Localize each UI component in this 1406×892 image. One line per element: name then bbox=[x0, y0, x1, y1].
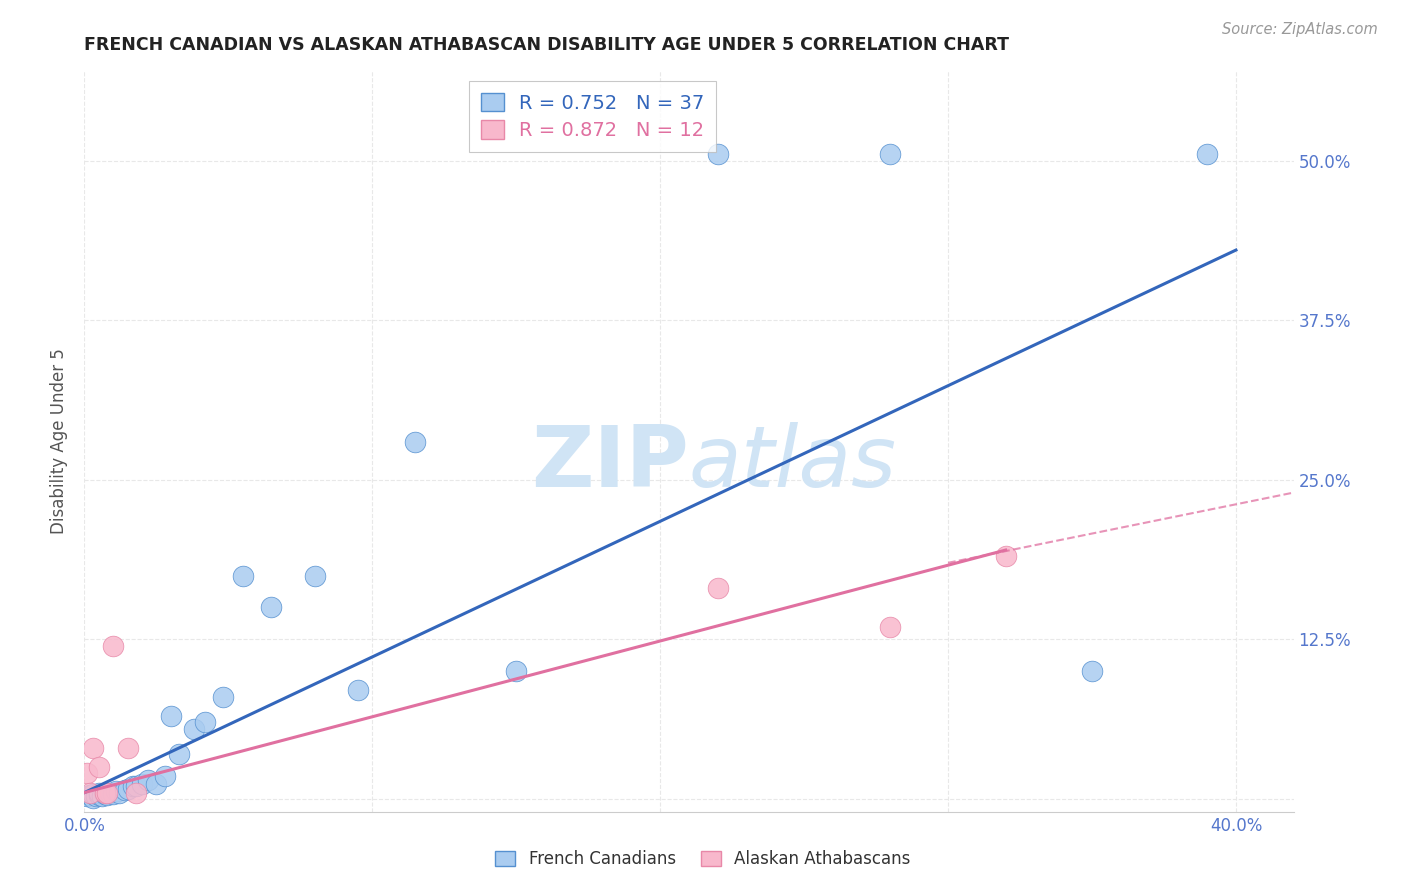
Point bbox=[879, 619, 901, 633]
Point bbox=[96, 786, 118, 800]
Text: Source: ZipAtlas.com: Source: ZipAtlas.com bbox=[1222, 22, 1378, 37]
Point bbox=[101, 787, 124, 801]
Text: FRENCH CANADIAN VS ALASKAN ATHABASCAN DISABILITY AGE UNDER 5 CORRELATION CHART: FRENCH CANADIAN VS ALASKAN ATHABASCAN DI… bbox=[84, 36, 1010, 54]
Point bbox=[105, 784, 128, 798]
Text: ZIP: ZIP bbox=[531, 422, 689, 505]
Point bbox=[87, 760, 110, 774]
Point bbox=[232, 568, 254, 582]
Point bbox=[82, 790, 104, 805]
Legend: French Canadians, Alaskan Athabascans: French Canadians, Alaskan Athabascans bbox=[489, 844, 917, 875]
Point bbox=[84, 789, 107, 804]
Point bbox=[136, 772, 159, 787]
Point bbox=[1081, 665, 1104, 679]
Point bbox=[169, 747, 191, 762]
Point bbox=[145, 777, 167, 791]
Point bbox=[125, 779, 148, 793]
Point bbox=[879, 147, 901, 161]
Point bbox=[93, 787, 115, 801]
Point bbox=[404, 434, 426, 449]
Point bbox=[153, 769, 176, 783]
Point bbox=[87, 786, 110, 800]
Point bbox=[122, 779, 145, 793]
Point bbox=[994, 549, 1017, 564]
Point bbox=[159, 709, 181, 723]
Point bbox=[194, 715, 217, 730]
Point bbox=[131, 777, 153, 791]
Point bbox=[76, 766, 98, 780]
Point bbox=[96, 788, 118, 802]
Y-axis label: Disability Age Under 5: Disability Age Under 5 bbox=[51, 349, 69, 534]
Point bbox=[87, 788, 110, 802]
Point bbox=[706, 147, 728, 161]
Point bbox=[211, 690, 233, 704]
Point bbox=[101, 639, 124, 653]
Point bbox=[79, 786, 101, 800]
Point bbox=[706, 582, 728, 596]
Point bbox=[108, 786, 131, 800]
Point bbox=[183, 722, 205, 736]
Point bbox=[260, 600, 283, 615]
Point bbox=[90, 789, 112, 804]
Point bbox=[98, 786, 121, 800]
Point bbox=[82, 787, 104, 801]
Point bbox=[304, 568, 326, 582]
Point bbox=[93, 786, 115, 800]
Point bbox=[79, 788, 101, 802]
Point bbox=[76, 789, 98, 804]
Point bbox=[82, 740, 104, 755]
Point bbox=[117, 781, 139, 796]
Point bbox=[125, 786, 148, 800]
Point bbox=[117, 740, 139, 755]
Point bbox=[114, 783, 136, 797]
Legend: R = 0.752   N = 37, R = 0.872   N = 12: R = 0.752 N = 37, R = 0.872 N = 12 bbox=[470, 81, 717, 152]
Point bbox=[1197, 147, 1219, 161]
Text: atlas: atlas bbox=[689, 422, 897, 505]
Point bbox=[505, 665, 527, 679]
Point bbox=[347, 683, 370, 698]
